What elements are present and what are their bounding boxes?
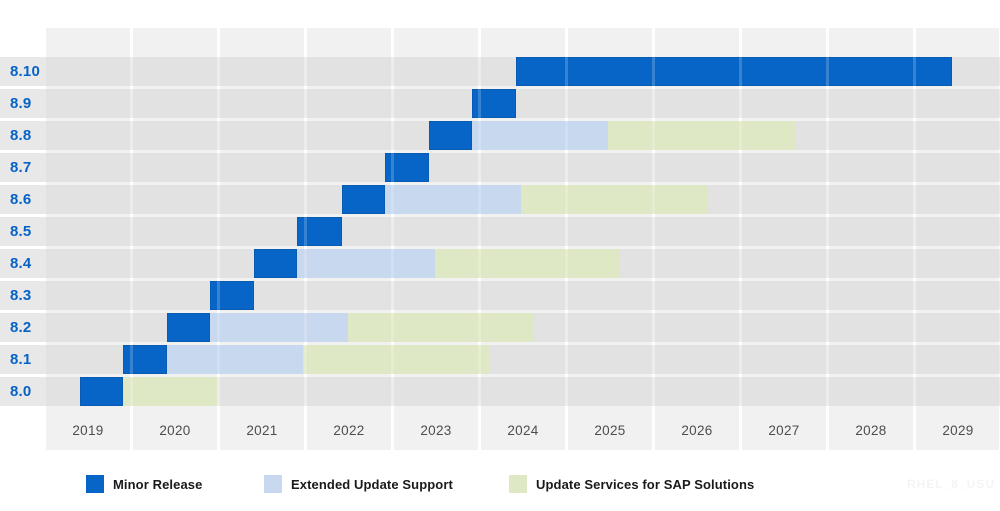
x-axis-tick-label: 2021 bbox=[246, 423, 278, 438]
bar-8.1-minor bbox=[123, 345, 167, 374]
legend-label-minor: Minor Release bbox=[113, 477, 203, 492]
column-separator-line bbox=[304, 28, 307, 450]
row-label-version: 8.8 bbox=[10, 127, 32, 144]
bar-8.0-minor bbox=[79, 377, 124, 406]
bar-8.3-minor bbox=[210, 281, 254, 310]
row-label-version: 8.7 bbox=[10, 159, 32, 176]
x-axis-tick-label: 2028 bbox=[855, 423, 887, 438]
x-axis-tick-label: 2026 bbox=[681, 423, 713, 438]
bar-8.1-eus bbox=[166, 345, 303, 374]
bar-8.6-minor bbox=[341, 185, 386, 214]
bar-8.4-eus bbox=[297, 249, 435, 278]
row-label-version: 8.6 bbox=[10, 191, 32, 208]
row-label-version: 8.10 bbox=[10, 63, 40, 80]
bar-8.8-us_sap bbox=[608, 121, 796, 150]
x-axis-tick-label: 2024 bbox=[507, 423, 539, 438]
row-band-8.3 bbox=[0, 281, 1000, 310]
watermark-text: RHEL_8_USU bbox=[907, 477, 995, 491]
bar-8.2-us_sap bbox=[347, 313, 534, 342]
legend-swatch-us_sap-icon bbox=[509, 475, 527, 493]
column-separator-line bbox=[652, 28, 655, 450]
bar-8.7-minor bbox=[385, 153, 429, 182]
bar-8.2-minor bbox=[166, 313, 211, 342]
x-axis-tick-label: 2025 bbox=[594, 423, 626, 438]
bar-8.5-minor bbox=[297, 217, 342, 246]
row-label-version: 8.1 bbox=[10, 351, 32, 368]
column-separator-line bbox=[478, 28, 481, 450]
x-axis-tick-label: 2027 bbox=[768, 423, 800, 438]
row-label-version: 8.4 bbox=[10, 255, 32, 272]
column-separator-line bbox=[739, 28, 742, 450]
column-separator-line bbox=[565, 28, 568, 450]
bar-8.6-us_sap bbox=[521, 185, 709, 214]
bar-8.0-us_sap bbox=[123, 377, 217, 406]
bar-8.4-minor bbox=[253, 249, 298, 278]
column-separator-line bbox=[913, 28, 916, 450]
column-separator-line bbox=[217, 28, 220, 450]
x-axis-tick-label: 2023 bbox=[420, 423, 452, 438]
bar-8.8-minor bbox=[428, 121, 473, 150]
row-label-version: 8.0 bbox=[10, 383, 32, 400]
x-axis-tick-label: 2022 bbox=[333, 423, 365, 438]
bar-8.4-us_sap bbox=[434, 249, 621, 278]
x-axis-tick-label: 2020 bbox=[159, 423, 191, 438]
x-axis-tick-label: 2029 bbox=[942, 423, 974, 438]
bar-8.10-minor bbox=[515, 57, 952, 86]
bar-8.2-eus bbox=[210, 313, 348, 342]
column-separator-line bbox=[391, 28, 394, 450]
bar-8.9-minor bbox=[472, 89, 516, 118]
legend-label-us_sap: Update Services for SAP Solutions bbox=[536, 477, 755, 492]
row-label-version: 8.2 bbox=[10, 319, 32, 336]
row-label-version: 8.3 bbox=[10, 287, 32, 304]
row-band-8.7 bbox=[0, 153, 1000, 182]
column-separator-line bbox=[130, 28, 133, 450]
bar-8.1-us_sap bbox=[302, 345, 490, 374]
legend-swatch-eus-icon bbox=[264, 475, 282, 493]
bar-8.8-eus bbox=[472, 121, 609, 150]
row-band-8.5 bbox=[0, 217, 1000, 246]
row-label-version: 8.9 bbox=[10, 95, 32, 112]
bar-8.6-eus bbox=[385, 185, 522, 214]
column-separator-line bbox=[826, 28, 829, 450]
x-axis-tick-label: 2019 bbox=[72, 423, 104, 438]
legend-label-eus: Extended Update Support bbox=[291, 477, 453, 492]
legend-swatch-minor-icon bbox=[86, 475, 104, 493]
row-label-version: 8.5 bbox=[10, 223, 32, 240]
